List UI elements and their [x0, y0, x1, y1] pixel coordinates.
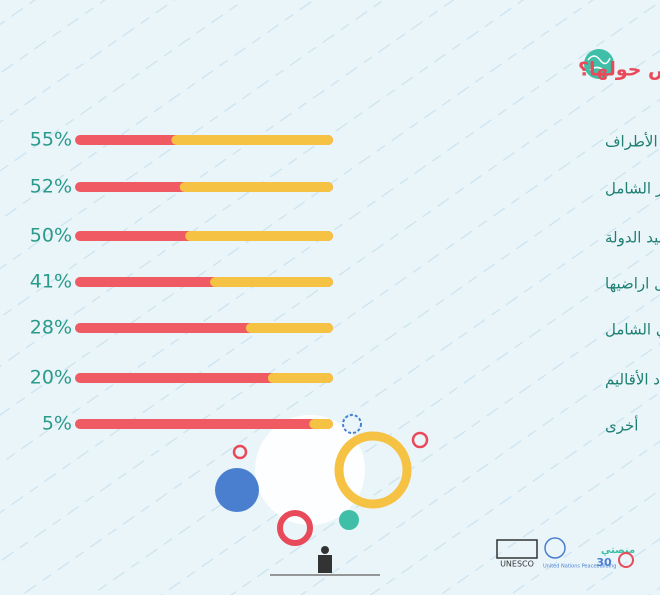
- logo-text: United Nations Peacebuilding: [543, 564, 616, 570]
- logo-un: [544, 537, 566, 559]
- deco-ring: [342, 414, 362, 434]
- title-icon-lines: [587, 55, 611, 73]
- deco-ring: [277, 510, 313, 546]
- deco-ring: [232, 444, 248, 460]
- deco-figure: [318, 555, 332, 573]
- value-label: 41%: [30, 271, 72, 293]
- logo-ring: [618, 552, 634, 568]
- category-label: أخرى: [605, 416, 638, 435]
- category-label: نزع سلاح كل الأطراف وحصره بيد الدولة: [605, 228, 660, 247]
- deco-figure-head: [321, 546, 329, 554]
- category-label: شكل الدولة وعدد الأقاليم: [605, 370, 660, 389]
- value-label: 55%: [30, 129, 72, 151]
- deco-ring: [411, 431, 429, 449]
- logo-text: 30: [596, 556, 612, 569]
- logo-text: UNESCO: [500, 560, 534, 569]
- category-label: استعادة الدولة لنفوذها على كل اراضيها: [605, 275, 660, 293]
- deco-circle: [215, 468, 259, 512]
- category-label: مخرجات مؤتمر الحوار الوطني الشامل: [605, 321, 660, 340]
- value-label: 52%: [30, 176, 72, 198]
- category-label: حكومة وطنية تمثل جميع الأطراف: [605, 132, 660, 151]
- logo-text: منصتي: [601, 545, 635, 556]
- decorations: [215, 414, 429, 576]
- chart-title: برأيك ما هي الملفات الأهم للتفاوض حولها؟: [578, 57, 660, 81]
- logo-frame: [496, 539, 538, 559]
- category-label: الملف الأقتصادي ومنع الإنهيار الشامل: [605, 179, 660, 199]
- value-label: 20%: [30, 367, 72, 389]
- deco-circle: [339, 510, 359, 530]
- deco-blob: [255, 415, 365, 525]
- deco-ring: [334, 431, 412, 509]
- value-label: 28%: [30, 317, 72, 339]
- value-label: 50%: [30, 225, 72, 247]
- value-label: 5%: [42, 413, 72, 435]
- logos: UNESCO United Nations Peacebuilding منصت…: [496, 537, 635, 570]
